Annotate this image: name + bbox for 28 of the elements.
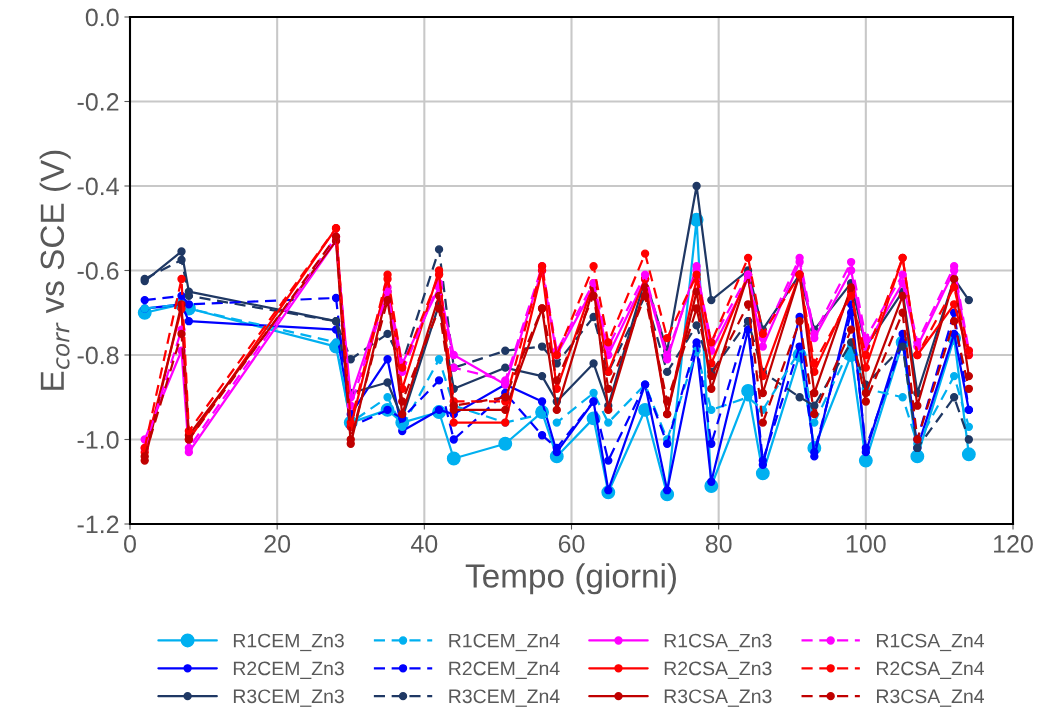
legend-label: R1CEM_Zn3 [233, 633, 344, 652]
x-tick-label: 80 [705, 535, 732, 553]
y-tick-label: -0.6 [77, 262, 119, 280]
legend-label: R1CEM_Zn4 [449, 633, 560, 652]
legend-label: R3CEM_Zn3 [233, 689, 344, 707]
x-tick-label: 100 [846, 535, 886, 553]
legend-label: R2CSA_Zn3 [664, 661, 772, 679]
legend-label: R1CSA_Zn3 [664, 633, 772, 652]
y-tick-label: 0.0 [85, 8, 119, 27]
y-tick-label: -0.8 [77, 346, 119, 365]
x-tick-label: 120 [994, 535, 1033, 553]
y-axis-title: E$_{corr}$ vs SCE (V) [39, 150, 71, 390]
legend-label: R3CSA_Zn4 [877, 689, 984, 707]
legend-label: R2CSA_Zn4 [877, 661, 984, 679]
y-tick-label: -0.2 [77, 93, 119, 111]
x-tick-label: 40 [411, 535, 438, 553]
x-axis-title: Tempo (giorni) [465, 563, 676, 595]
legend-label: R2CEM_Zn3 [233, 661, 344, 679]
x-tick-label: 0 [124, 535, 136, 553]
legend-label: R1CSA_Zn4 [877, 633, 984, 652]
legend-label: R3CSA_Zn3 [664, 689, 772, 707]
x-tick-label: 20 [264, 535, 291, 553]
legend-label: R2CEM_Zn4 [449, 661, 560, 679]
x-tick-label: 60 [558, 535, 585, 553]
y-tick-label: -1.2 [77, 515, 119, 534]
legend-label: R3CEM_Zn4 [449, 689, 560, 707]
y-tick-label: -0.4 [77, 177, 119, 196]
y-tick-label: -1.0 [77, 431, 119, 449]
